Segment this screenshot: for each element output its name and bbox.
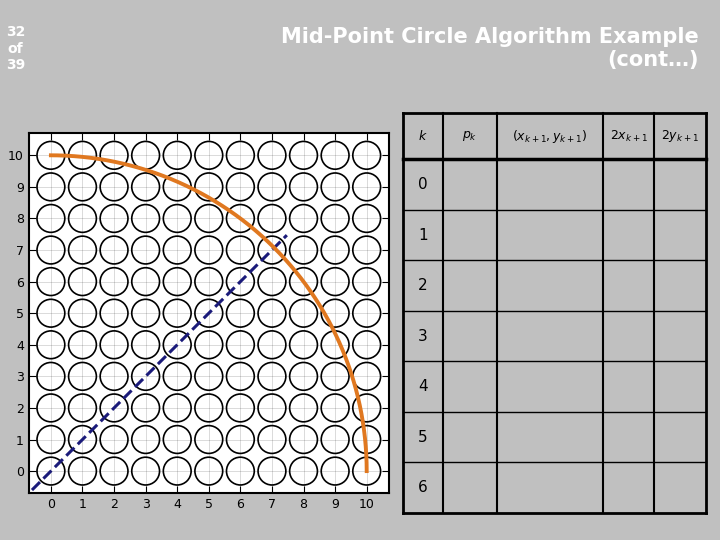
Text: 32
of
39: 32 of 39 (6, 25, 25, 72)
Text: $p_k$: $p_k$ (462, 130, 477, 144)
Text: 2: 2 (418, 278, 428, 293)
Text: 6: 6 (418, 480, 428, 495)
Text: $k$: $k$ (418, 130, 428, 144)
Text: 0: 0 (418, 177, 428, 192)
Text: 3: 3 (418, 329, 428, 343)
Text: 4: 4 (418, 379, 428, 394)
Text: 5: 5 (418, 430, 428, 445)
Text: $2y_{k+1}$: $2y_{k+1}$ (661, 129, 699, 144)
Text: 1: 1 (418, 228, 428, 242)
Text: $2x_{k+1}$: $2x_{k+1}$ (610, 129, 647, 144)
Text: $(x_{k+1},y_{k+1})$: $(x_{k+1},y_{k+1})$ (512, 128, 588, 145)
Text: Mid-Point Circle Algorithm Example
(cont…): Mid-Point Circle Algorithm Example (cont… (281, 27, 698, 70)
